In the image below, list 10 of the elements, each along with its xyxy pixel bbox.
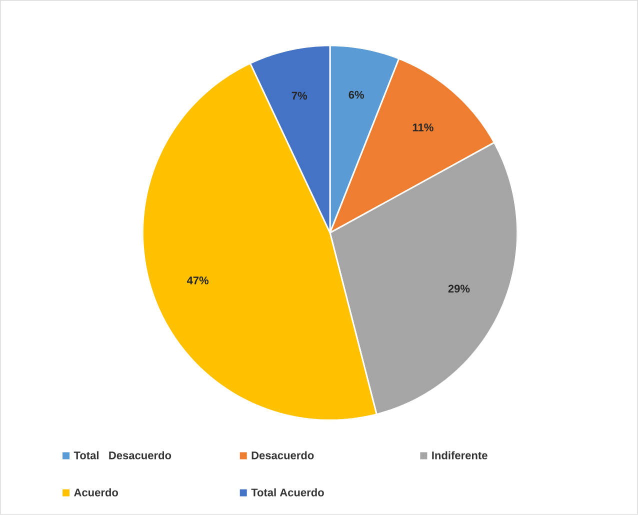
data-label: 47% bbox=[186, 276, 209, 284]
legend-label: Acuerdo bbox=[74, 488, 118, 496]
legend-label: Total Acuerdo bbox=[251, 488, 324, 496]
legend-label: Desacuerdo bbox=[252, 451, 314, 460]
legend-label: Indiferente bbox=[432, 451, 488, 460]
data-label: 7% bbox=[292, 92, 308, 100]
data-label: 11% bbox=[412, 124, 434, 132]
data-label: 6% bbox=[348, 91, 364, 99]
legend-label: Total Desacuerdo bbox=[74, 451, 172, 460]
data-label: 29% bbox=[448, 284, 470, 293]
